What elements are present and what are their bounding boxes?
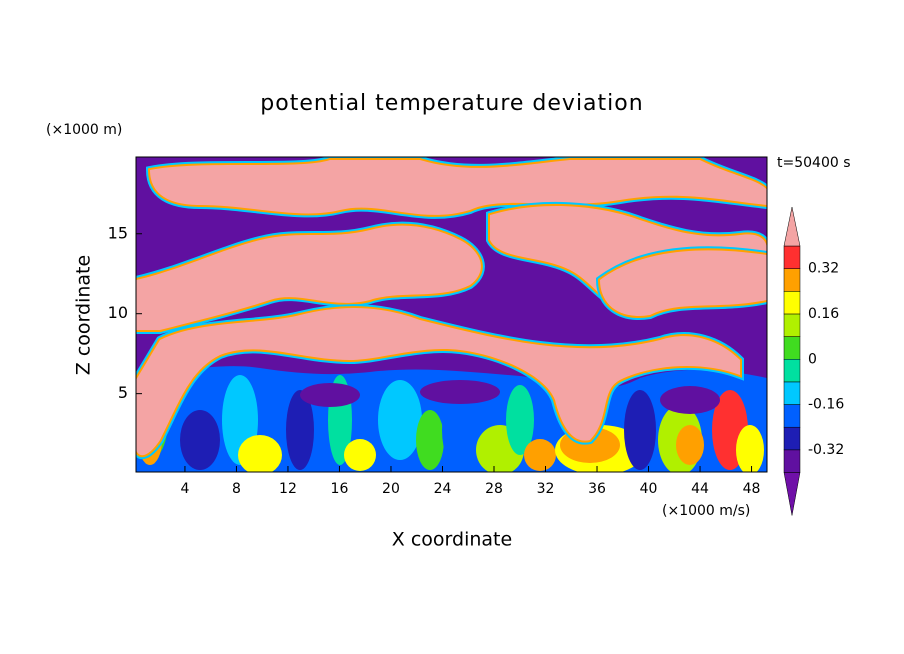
y-tick-label: 10	[108, 303, 128, 322]
field-blob	[378, 380, 422, 460]
x-unit: (×1000 m/s)	[662, 503, 750, 519]
field-blob	[286, 390, 314, 470]
colorbar-tick-label: -0.32	[808, 442, 844, 458]
field-warm	[150, 160, 767, 215]
colorbar-tick-label: 0.32	[808, 261, 839, 277]
x-axis-label: X coordinate	[392, 529, 512, 551]
colorbar-extend-low	[783, 472, 801, 516]
field-blob	[180, 410, 220, 470]
plot-frame	[135, 156, 768, 473]
x-tick-label: 28	[485, 481, 503, 497]
x-tick-label: 24	[434, 481, 452, 497]
colorbar-box	[783, 359, 801, 383]
colorbar-tick-label: -0.16	[808, 397, 844, 413]
x-tick-label: 12	[279, 481, 297, 497]
field-blob	[624, 390, 656, 470]
x-tick-label: 32	[537, 481, 555, 497]
y-tick-label: 5	[118, 383, 128, 402]
x-tick-label: 36	[588, 481, 606, 497]
x-tick-label: 16	[331, 481, 349, 497]
field-blob	[506, 385, 534, 455]
y-unit: (×1000 m)	[46, 122, 122, 138]
field-warm	[136, 308, 740, 456]
field-warm	[490, 205, 767, 305]
y-tick-label: 15	[108, 223, 128, 242]
colorbar-box	[783, 336, 801, 360]
y-axis-label: Z coordinate	[73, 255, 95, 375]
field-blob	[524, 439, 556, 471]
colorbar-box	[783, 381, 801, 405]
x-tick-label: 40	[640, 481, 658, 497]
field-blob	[420, 380, 500, 404]
colorbar-box	[783, 449, 801, 473]
chart-title: potential temperature deviation	[260, 91, 643, 116]
colorbar-box	[783, 291, 801, 315]
field-blob	[238, 435, 282, 472]
time-label: t=50400 s	[777, 155, 851, 171]
field-warm	[136, 225, 481, 330]
contour-field	[136, 157, 767, 472]
colorbar-box	[783, 245, 801, 269]
x-tick-label: 48	[743, 481, 761, 497]
x-tick-label: 8	[232, 481, 241, 497]
colorbar-box	[783, 268, 801, 292]
field-blob	[660, 386, 720, 414]
x-tick-label: 4	[180, 481, 189, 497]
x-tick-label: 44	[691, 481, 709, 497]
field-blob	[300, 383, 360, 407]
colorbar-box	[783, 426, 801, 451]
colorbar-tick-label: 0	[808, 351, 817, 367]
x-tick-label: 20	[382, 481, 400, 497]
colorbar-extend-high	[783, 206, 801, 247]
colorbar-tick-label: 0.16	[808, 306, 839, 322]
field-blob	[736, 425, 764, 472]
field-blob	[416, 410, 444, 470]
colorbar-box	[783, 313, 801, 337]
field-blob	[676, 425, 704, 465]
field-blob	[442, 390, 478, 470]
field-warm	[600, 250, 767, 316]
field-blob	[344, 439, 376, 471]
colorbar-box	[783, 404, 801, 428]
